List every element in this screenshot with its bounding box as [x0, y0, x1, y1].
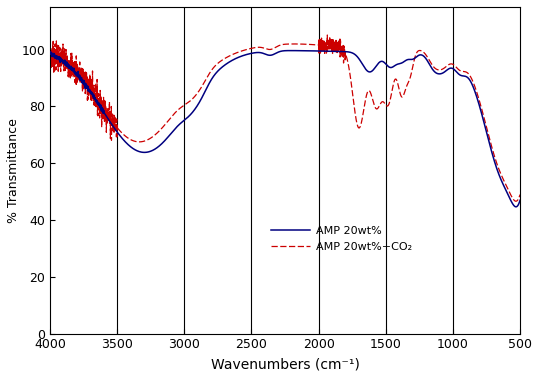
AMP 20wt%+CO₂ [481, 115, 487, 119]
AMP 20wt% [287, 48, 294, 53]
AMP 20wt% [268, 53, 275, 57]
AMP 20wt%+CO₂ [326, 38, 332, 43]
AMP 20wt% [326, 49, 332, 53]
AMP 20wt% [481, 119, 487, 124]
X-axis label: Wavenumbers (cm⁻¹): Wavenumbers (cm⁻¹) [211, 357, 360, 371]
Y-axis label: % Transmittance: % Transmittance [7, 118, 20, 223]
AMP 20wt%+CO₂ [217, 59, 223, 64]
AMP 20wt%+CO₂ [513, 199, 519, 203]
Line: AMP 20wt%+CO₂: AMP 20wt%+CO₂ [50, 35, 520, 201]
AMP 20wt% [345, 50, 352, 54]
AMP 20wt%+CO₂ [268, 47, 275, 51]
AMP 20wt%+CO₂ [345, 65, 352, 69]
AMP 20wt%+CO₂ [324, 33, 330, 37]
AMP 20wt% [47, 51, 53, 55]
Legend: AMP 20wt%, AMP 20wt%+CO₂: AMP 20wt%, AMP 20wt%+CO₂ [267, 222, 416, 256]
AMP 20wt% [145, 150, 151, 154]
AMP 20wt% [517, 198, 523, 203]
AMP 20wt%+CO₂ [145, 137, 151, 142]
Line: AMP 20wt%: AMP 20wt% [50, 51, 520, 207]
AMP 20wt% [513, 204, 519, 209]
AMP 20wt%+CO₂ [517, 192, 523, 197]
AMP 20wt% [217, 67, 223, 71]
AMP 20wt%+CO₂ [47, 40, 53, 45]
